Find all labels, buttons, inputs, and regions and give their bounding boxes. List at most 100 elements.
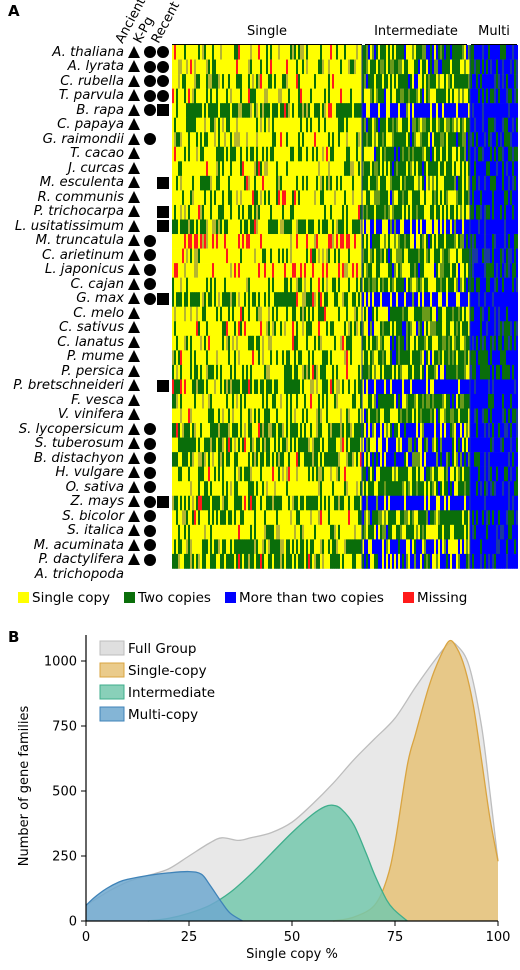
heatmap-cell [470,393,473,409]
heatmap-cell [218,364,221,380]
heatmap-cell [494,175,497,191]
heatmap-cell [438,335,441,351]
heatmap-cell [278,190,281,206]
heatmap-cell [276,161,279,177]
heatmap-cell [264,408,267,424]
heatmap-cell [306,379,309,395]
heatmap-cell [354,321,357,337]
heatmap-cell [490,45,493,60]
heatmap-cell [436,190,439,206]
heatmap-cell [410,74,413,89]
heatmap-cell [280,292,283,308]
heatmap-cell [504,350,507,366]
heatmap-cell [248,379,251,395]
heatmap-cell [416,277,419,293]
heatmap-cell [248,335,251,351]
heatmap-cell [246,393,249,409]
heatmap-cell [368,379,371,395]
heatmap-cell [444,335,447,351]
heatmap-cell [492,74,495,89]
heatmap-cell [182,146,185,162]
heatmap-cell [228,59,231,75]
heatmap-cell [300,277,303,293]
heatmap-cell [516,306,518,322]
heatmap-cell [346,146,349,162]
heatmap-cell [472,59,475,75]
heatmap-cell [502,408,505,424]
heatmap-cell [330,335,333,351]
heatmap-cell [390,117,393,133]
heatmap-cell [186,437,189,453]
heatmap-cell [292,292,295,308]
heatmap-cell [462,103,465,118]
heatmap-cell [248,190,251,206]
heatmap-cell [456,393,459,409]
heatmap-cell [388,117,391,133]
heatmap-cell [236,306,239,322]
heatmap-cell [364,321,367,337]
heatmap-cell [346,423,349,438]
heatmap-cell [288,146,291,162]
heatmap-cell [444,306,447,322]
heatmap-cell [392,204,395,220]
heatmap-cell [434,45,437,60]
heatmap-cell [430,393,433,409]
heatmap-cell [294,88,297,104]
heatmap-cell [390,306,393,322]
heatmap-cell [198,393,201,409]
species-name: M. acuminata [33,537,124,553]
heatmap-cell [364,146,367,162]
heatmap-cell [364,74,367,89]
heatmap-cell [488,190,491,206]
heatmap-cell [178,74,181,89]
heatmap-cell [446,146,449,162]
heatmap-cell [324,74,327,89]
heatmap-cell [188,234,191,249]
heatmap-cell [414,74,417,89]
heatmap-cell [384,88,387,104]
heatmap-cell [486,59,489,75]
heatmap-cell [438,379,441,395]
heatmap-cell [210,437,213,453]
heatmap-cell [396,248,399,264]
heatmap-cell [374,292,377,308]
heatmap-cell [444,161,447,177]
heatmap-cell [496,423,499,438]
heatmap-cell [280,350,283,366]
heatmap-cell [184,263,187,278]
heatmap-cell [270,408,273,424]
heatmap-cell [356,393,359,409]
heatmap-cell [470,408,473,424]
heatmap-cell [470,117,473,133]
heatmap-cell [254,321,257,337]
heatmap-cell [284,45,287,60]
heatmap-cell [292,277,295,293]
heatmap-cell [264,132,267,148]
heatmap-cell [426,161,429,177]
heatmap-cell [442,277,445,293]
heatmap-cell [340,248,343,264]
heatmap-cell [294,364,297,380]
heatmap-cell [470,350,473,366]
heatmap-cell [182,248,185,264]
heatmap-cell [348,364,351,380]
heatmap-cell [516,335,518,351]
heatmap-cell [352,379,355,395]
heatmap-cell [314,408,317,424]
heatmap-cell [390,364,393,380]
heatmap-cell [314,146,317,162]
heatmap-cell [314,321,317,337]
heatmap-cell [494,306,497,322]
heatmap-cell [360,219,363,235]
heatmap-cell [326,175,329,191]
heatmap-cell [404,45,407,60]
heatmap-cell [310,204,313,220]
heatmap-cell [484,292,487,308]
heatmap-cell [302,219,305,235]
heatmap-cell [280,437,283,453]
heatmap-cell [212,335,215,351]
heatmap-cell [238,175,241,191]
heatmap-cell [384,423,387,438]
heatmap-cell [432,423,435,438]
heatmap-cell [404,335,407,351]
